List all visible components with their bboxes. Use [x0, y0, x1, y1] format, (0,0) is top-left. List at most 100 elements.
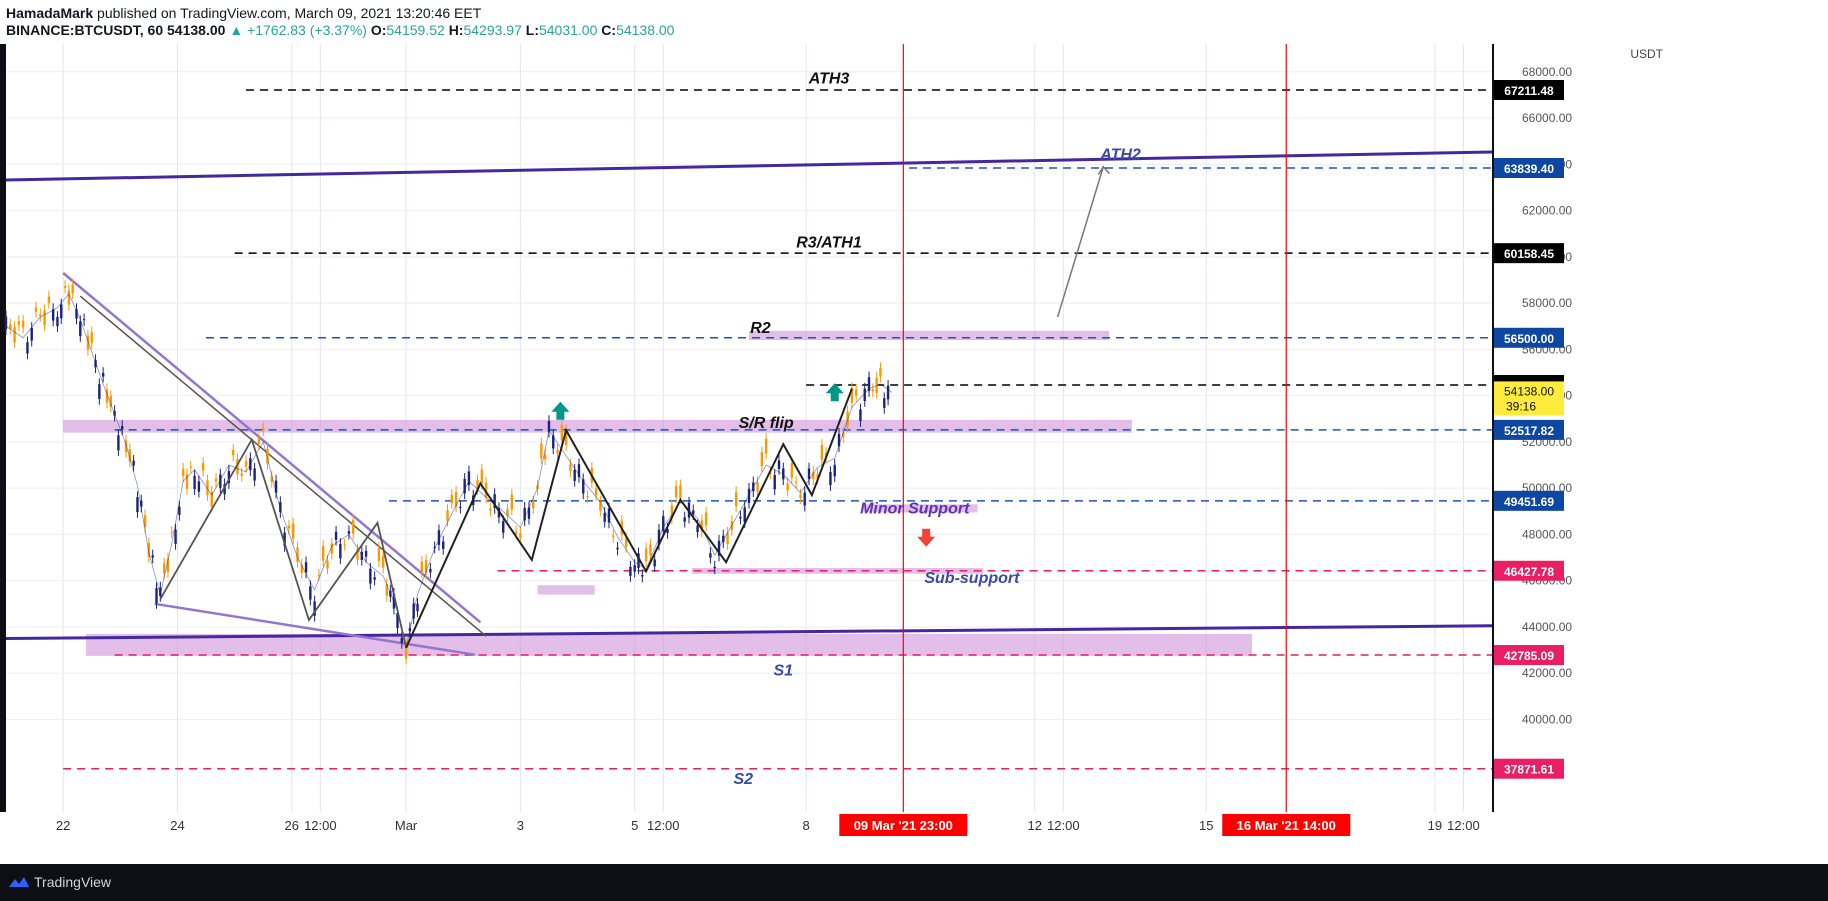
projection-arrow [1056, 166, 1105, 318]
candle-body [799, 494, 802, 499]
candle-body [603, 512, 606, 522]
candle-body [147, 543, 151, 558]
close-value: 54138.00 [616, 22, 675, 38]
candle-body [837, 433, 841, 447]
candle-body [842, 432, 845, 438]
open-value: 54159.52 [386, 22, 445, 38]
candle-body [420, 561, 423, 573]
candle-body [510, 494, 514, 510]
candle-body [442, 541, 445, 549]
candle-body [424, 559, 428, 574]
footer: TradingView [0, 864, 1828, 901]
candle-body [274, 480, 278, 493]
candle-body [833, 464, 836, 477]
candle-body [283, 532, 286, 547]
candle-body [105, 389, 109, 403]
publish-info: published on TradingView.com, March 09, … [97, 5, 482, 21]
candle-body [519, 533, 522, 538]
candle-body [463, 478, 466, 494]
candle-body [227, 471, 231, 484]
candle-body [136, 497, 139, 513]
candle-body [484, 482, 488, 498]
down-arrow [917, 528, 936, 547]
candle-body [722, 535, 725, 543]
candle-body [143, 515, 147, 527]
candle-body [696, 525, 699, 533]
candle-body [829, 471, 832, 486]
up-arrow-1 [551, 401, 570, 420]
candle-body [637, 553, 640, 569]
candle-body [812, 471, 815, 480]
candle-body [26, 342, 29, 354]
candle-body [17, 321, 21, 325]
date-tag-label: 16 Mar '21 14:00 [1237, 818, 1336, 833]
candle-body [450, 494, 453, 504]
candle-body [206, 480, 209, 496]
candle-body [75, 309, 78, 319]
candle-body [756, 482, 759, 492]
small-support-zone [537, 585, 595, 595]
x-tick-label: 24 [170, 818, 184, 833]
candle-body [253, 468, 256, 481]
candle-body [820, 444, 824, 460]
candle-body [429, 568, 432, 573]
candle-body [343, 544, 346, 546]
candle-body [523, 507, 526, 521]
y-tick-label: 58000.00 [1522, 296, 1572, 310]
price-chart[interactable]: 40000.0042000.0044000.0046000.0048000.00… [0, 44, 1828, 864]
ath2-trendline [5, 150, 1493, 182]
candle-body [9, 324, 12, 329]
candle-body [586, 496, 589, 498]
candle-body [279, 502, 282, 513]
candle-body [313, 601, 316, 616]
candle-body [244, 461, 248, 467]
price-tag-label: 52517.82 [1504, 424, 1554, 438]
price-tag [1494, 419, 1564, 440]
candle-body [47, 296, 51, 303]
candle-body [356, 549, 359, 560]
wedge-upper-line-2 [79, 295, 487, 637]
candle-body [653, 559, 656, 567]
candle-body [662, 516, 665, 532]
candle-body [514, 531, 518, 534]
tradingview-logo[interactable]: TradingView [8, 874, 111, 890]
candle-body [859, 409, 862, 422]
x-tick-label: 12:00 [1447, 818, 1480, 833]
candle-body [446, 510, 449, 521]
candle-body [317, 574, 321, 576]
candle-body [189, 466, 192, 468]
candle-body [547, 420, 551, 432]
price-tag-label: 60158.45 [1504, 247, 1554, 261]
price-tag [1494, 645, 1564, 666]
tradingview-logo-icon [9, 877, 29, 887]
candle-body [573, 469, 576, 481]
candle-body [782, 468, 785, 480]
candle-body [850, 387, 854, 403]
candle-body [726, 532, 729, 545]
candle-body [790, 463, 794, 478]
candle-body [185, 474, 189, 489]
publish-line: HamadaMark published on TradingView.com,… [6, 5, 481, 21]
candle-body [330, 543, 333, 554]
candle-body [287, 525, 291, 529]
candle-body [291, 523, 295, 539]
annotation-label: ATH3 [808, 70, 850, 87]
candle-body [879, 367, 882, 377]
candle-body [683, 517, 686, 522]
y-tick-label: 68000.00 [1522, 65, 1572, 79]
candle-body [117, 435, 120, 451]
candle-body [552, 435, 555, 449]
chart-area[interactable]: 40000.0042000.0044000.0046000.0048000.00… [0, 44, 1828, 864]
candle-body [90, 332, 93, 344]
candle-body [540, 443, 543, 459]
candle-body [437, 530, 441, 545]
x-tick-label: 5 [631, 818, 638, 833]
candle-body [124, 440, 128, 453]
candle-body [121, 425, 124, 430]
candle-body [30, 327, 33, 341]
candle-body [803, 492, 806, 506]
candle-body [577, 464, 581, 478]
author-name[interactable]: HamadaMark [6, 5, 94, 21]
candle-body [257, 438, 261, 444]
candle-body [382, 555, 385, 568]
